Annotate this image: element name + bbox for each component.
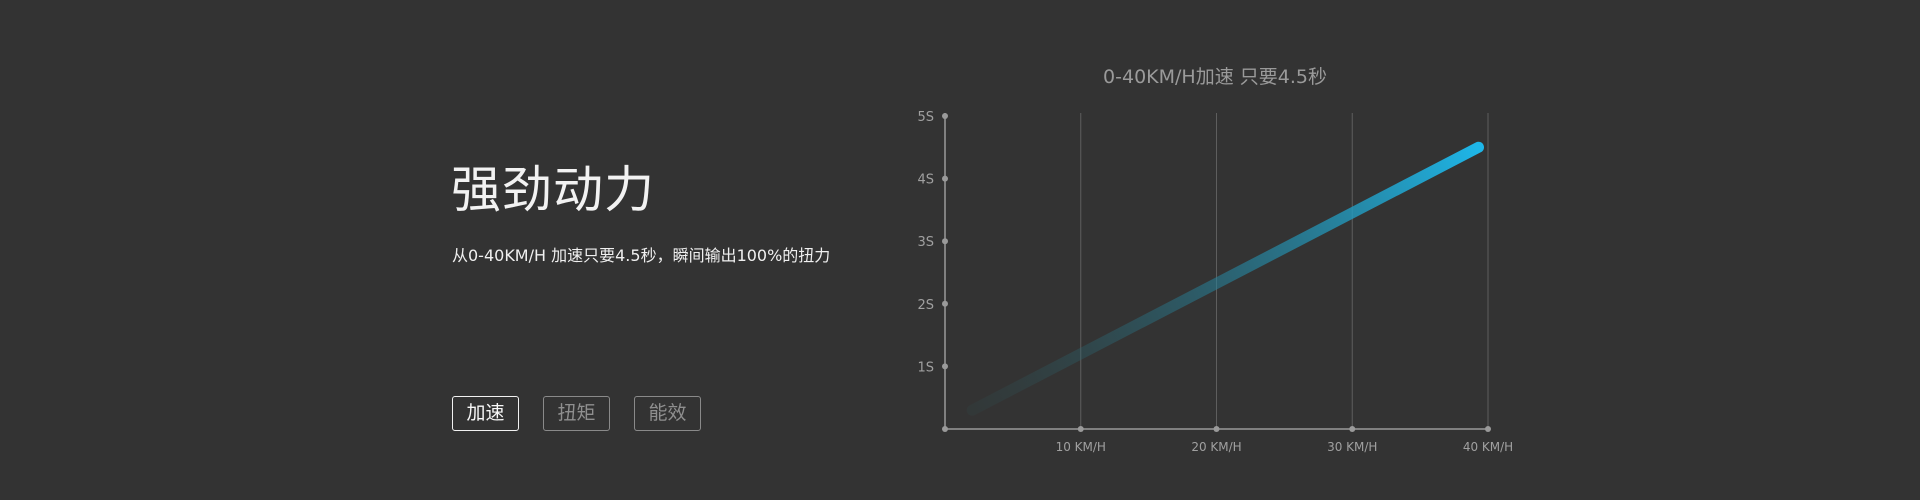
y-tick-label: 3S [917, 235, 934, 250]
headline: 强劲动力 [451, 161, 655, 219]
x-tick-label: 10 KM/H [1056, 440, 1106, 454]
chart-title: 0-40KM/H加速 只要4.5秒 [1103, 66, 1327, 88]
x-tick-dot [1349, 426, 1356, 432]
y-tick-dot [942, 363, 948, 370]
feature-tabs: 加速 扭矩 能效 [452, 396, 701, 431]
tab-efficiency[interactable]: 能效 [634, 396, 701, 431]
y-tick-dot [942, 238, 948, 245]
y-tick-dot [942, 113, 948, 119]
y-tick-label: 2S [917, 298, 934, 313]
tab-torque[interactable]: 扭矩 [543, 396, 610, 431]
origin-dot [942, 426, 948, 432]
y-tick-dot [942, 300, 948, 307]
y-tick-dot [942, 175, 948, 182]
x-tick-dot [1077, 426, 1084, 432]
subtitle: 从0-40KM/H 加速只要4.5秒，瞬间输出100%的扭力 [452, 246, 831, 265]
y-tick-label: 1S [917, 360, 934, 375]
y-tick-label: 4S [917, 173, 934, 188]
tab-acceleration[interactable]: 加速 [452, 396, 519, 431]
acceleration-series-line [966, 141, 1484, 416]
x-tick-label: 40 KM/H [1463, 440, 1513, 454]
x-tick-label: 30 KM/H [1327, 440, 1377, 454]
y-tick-label: 5S [917, 110, 934, 125]
x-tick-dot [1213, 426, 1220, 432]
x-tick-label: 20 KM/H [1191, 440, 1241, 454]
x-tick-dot [1485, 426, 1491, 432]
